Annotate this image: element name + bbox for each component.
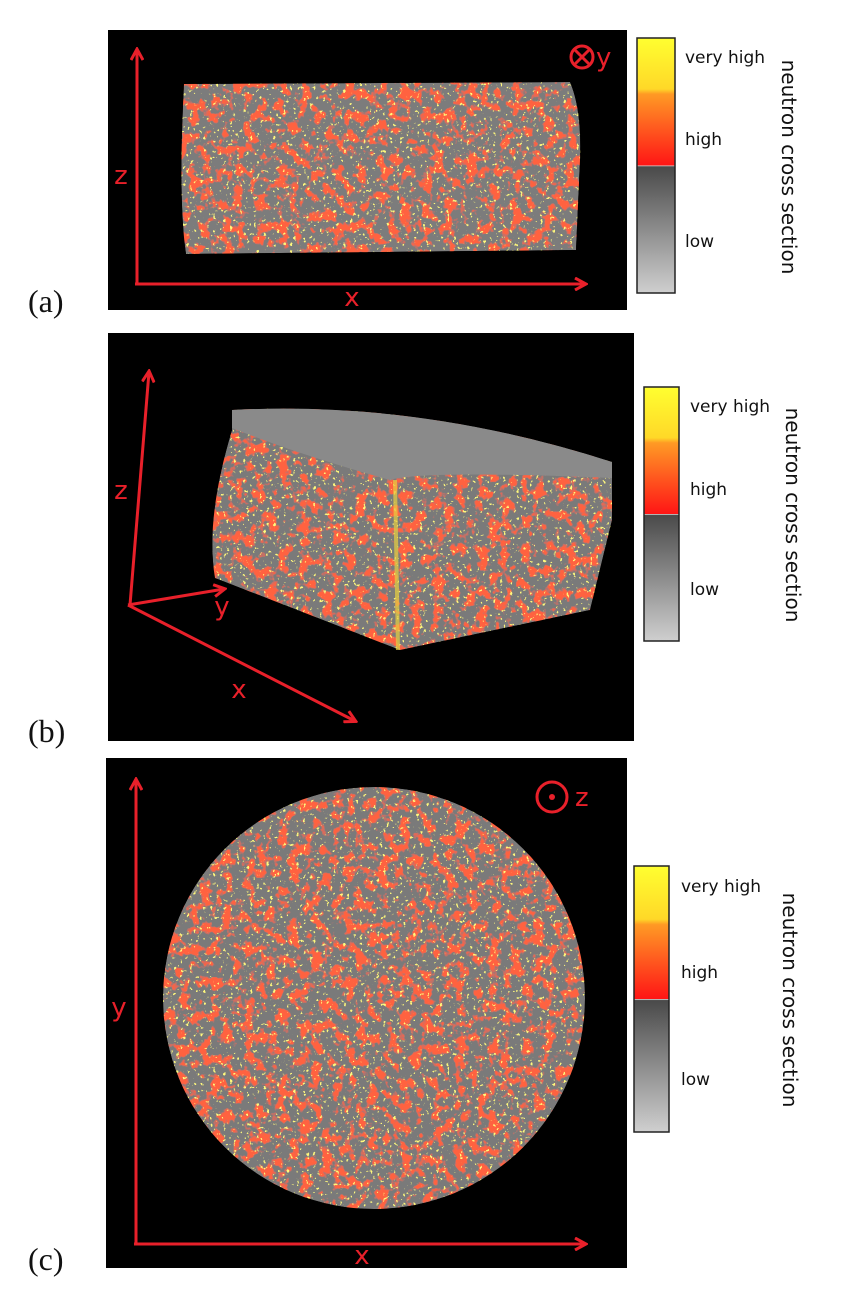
panel-c: y x z very high high low neutron cross s… — [28, 758, 802, 1277]
colorbar-label: low — [681, 1070, 710, 1090]
colorbar-label: very high — [681, 877, 761, 897]
axis-arrow — [128, 372, 149, 606]
colorbar — [636, 37, 676, 294]
colorbar-title: neutron cross section — [777, 60, 801, 275]
colorbar-title: neutron cross section — [778, 893, 802, 1108]
axis-arrow — [127, 589, 224, 607]
view-direction-out — [535, 780, 569, 814]
panel-a: z x y very high high low neutron cross s… — [28, 30, 801, 319]
view-direction-into — [569, 44, 595, 70]
specimen — [181, 82, 581, 254]
axis-label: z — [114, 161, 128, 191]
colorbar-label: high — [681, 963, 718, 983]
specimen-edge — [393, 479, 400, 651]
axis-label: z — [114, 476, 128, 506]
colorbar — [643, 386, 680, 642]
colorbar-label: very high — [690, 397, 770, 417]
colorbar-label: low — [690, 580, 719, 600]
panel-b: z x y very high high low neutron cross s… — [28, 333, 805, 749]
colorbar-label: high — [690, 480, 727, 500]
view-direction-label: y — [596, 43, 611, 73]
panel-label: (c) — [28, 1241, 64, 1277]
specimen — [163, 787, 585, 1209]
axis-label: y — [214, 592, 229, 622]
specimen-top — [232, 408, 612, 480]
axis-label: y — [111, 993, 126, 1023]
colorbar-label: very high — [685, 48, 765, 68]
axis-label: x — [354, 1241, 369, 1271]
axis-label: x — [231, 675, 246, 705]
colorbar-title: neutron cross section — [781, 408, 805, 623]
axis-label: x — [344, 283, 359, 313]
panel-label: (b) — [28, 713, 65, 749]
panel-label: (a) — [28, 283, 64, 319]
view-direction-label: z — [575, 783, 589, 813]
axis-arrow — [127, 603, 355, 721]
colorbar — [633, 865, 670, 1133]
colorbar-label: low — [685, 232, 714, 252]
colorbar-label: high — [685, 130, 722, 150]
